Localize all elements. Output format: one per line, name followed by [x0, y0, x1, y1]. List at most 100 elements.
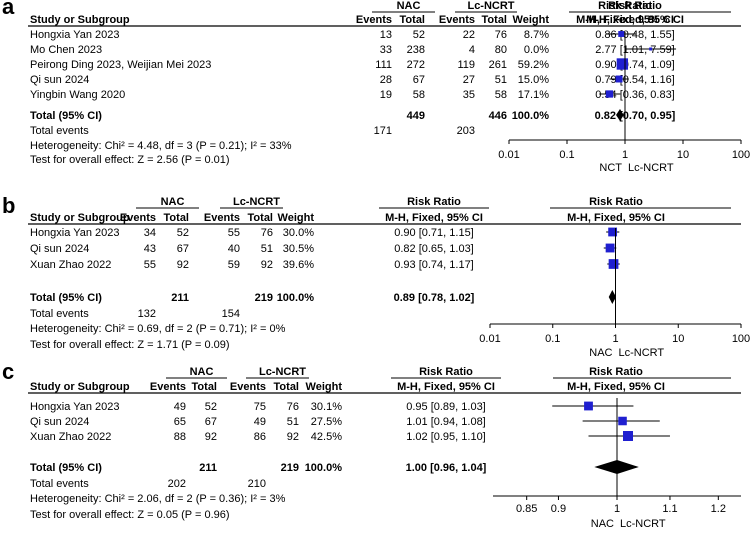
study-ci-text: 1.02 [0.95, 1.10] [406, 431, 486, 443]
study-events-ctl: 49 [254, 416, 266, 428]
study-events-ctl: 55 [228, 227, 240, 239]
study-events-ctl: 86 [254, 431, 266, 443]
total-count-ctl: 446 [489, 110, 507, 122]
study-total-exp: 67 [413, 74, 425, 86]
total-weight: 100.0% [512, 110, 550, 122]
study-point-estimate [608, 259, 619, 269]
x-tick-label: 100 [732, 149, 750, 161]
col-header-weight: Weight [306, 381, 343, 393]
x-tick-label: 10 [672, 333, 684, 345]
total-count-ctl: 219 [255, 292, 273, 304]
x-tick-label: 10 [677, 149, 689, 161]
favours-left-label: NAC [591, 518, 614, 530]
study-events-exp: 43 [144, 243, 156, 255]
col-header-total-exp: Total [164, 212, 189, 224]
total-label: Total (95% CI) [30, 462, 102, 474]
heterogeneity-text: Heterogeneity: Chi² = 4.48, df = 3 (P = … [30, 140, 292, 152]
study-weight: 17.1% [518, 89, 549, 101]
study-name: Qi sun 2024 [30, 416, 89, 428]
col-header-method: M-H, Fixed, 95% CI [385, 212, 483, 224]
group-header-risk-ratio-plot: Risk Ratio [589, 366, 643, 378]
group-header-risk-ratio-plot: Risk Ratio [598, 0, 652, 12]
col-header-events-exp: Events [356, 14, 392, 26]
study-events-exp: 33 [380, 44, 392, 56]
study-total-ctl: 51 [495, 74, 507, 86]
col-header-study: Study or Subgroup [30, 14, 130, 26]
x-tick-label: 1 [614, 503, 620, 515]
x-tick-label: 0.01 [479, 333, 500, 345]
total-label: Total (95% CI) [30, 292, 102, 304]
study-ci-text: 0.82 [0.65, 1.03] [394, 243, 474, 255]
total-events-label: Total events [30, 478, 89, 490]
col-header-weight: Weight [513, 14, 550, 26]
panel-label: a [2, 0, 15, 19]
study-total-ctl: 51 [261, 243, 273, 255]
col-header-method-plot: M-H, Fixed, 95% CI [567, 381, 665, 393]
study-total-ctl: 76 [261, 227, 273, 239]
study-ci-text: 0.95 [0.89, 1.03] [406, 401, 486, 413]
study-name: Hongxia Yan 2023 [30, 401, 120, 413]
study-name: Hongxia Yan 2023 [30, 227, 120, 239]
study-total-exp: 52 [177, 227, 189, 239]
col-header-weight: Weight [278, 212, 315, 224]
study-events-exp: 55 [144, 259, 156, 271]
heterogeneity-text: Heterogeneity: Chi² = 0.69, df = 2 (P = … [30, 323, 286, 335]
total-events-exp: 171 [374, 125, 392, 137]
col-header-study: Study or Subgroup [30, 212, 130, 224]
col-header-total-ctl: Total [482, 14, 507, 26]
col-header-study: Study or Subgroup [30, 381, 130, 393]
study-point-estimate [618, 31, 625, 37]
favours-right-label: Lc-NCRT [620, 518, 666, 530]
favours-left-label: NCT [599, 162, 622, 174]
study-total-exp: 92 [177, 259, 189, 271]
study-name: Qi sun 2024 [30, 74, 89, 86]
x-tick-label: 0.85 [516, 503, 537, 515]
study-events-ctl: 4 [469, 44, 475, 56]
col-header-method: M-H, Fixed, 95% CI [586, 14, 684, 26]
study-ci-text: 0.90 [0.74, 1.09] [595, 59, 675, 71]
total-ci-text: 1.00 [0.96, 1.04] [406, 462, 487, 474]
study-name: Mo Chen 2023 [30, 44, 102, 56]
group-header-experimental: NAC [190, 366, 214, 378]
col-header-total-exp: Total [400, 14, 425, 26]
study-total-ctl: 58 [495, 89, 507, 101]
col-header-method-plot: M-H, Fixed, 95% CI [576, 14, 674, 26]
col-header-method: M-H, Fixed, 95% CI [397, 381, 495, 393]
total-ci-text: 0.89 [0.78, 1.02] [394, 292, 475, 304]
study-events-ctl: 27 [463, 74, 475, 86]
study-weight: 30.0% [283, 227, 314, 239]
study-events-ctl: 75 [254, 401, 266, 413]
total-events-exp: 202 [168, 478, 186, 490]
study-name: Qi sun 2024 [30, 243, 89, 255]
study-weight: 39.6% [283, 259, 314, 271]
study-ci-text: 0.79 [0.54, 1.16] [595, 74, 675, 86]
total-weight: 100.0% [305, 462, 343, 474]
study-total-exp: 272 [407, 59, 425, 71]
study-point-estimate [616, 58, 629, 70]
study-events-ctl: 59 [228, 259, 240, 271]
study-total-exp: 52 [413, 29, 425, 41]
study-weight: 59.2% [518, 59, 549, 71]
forest-panel-c: c NAC Lc-NCRT Risk Ratio Risk Ratio Study or … [2, 359, 741, 530]
x-tick-label: 1 [612, 333, 618, 345]
total-events-ctl: 154 [222, 308, 240, 320]
study-point-estimate [623, 431, 634, 441]
x-tick-label: 1 [622, 149, 628, 161]
x-tick-label: 0.9 [551, 503, 566, 515]
study-point-estimate [608, 227, 618, 237]
study-total-exp: 52 [205, 401, 217, 413]
overall-effect-text: Test for overall effect: Z = 0.05 (P = 0… [30, 509, 230, 521]
favours-right-label: Lc-NCRT [628, 162, 674, 174]
study-total-exp: 58 [413, 89, 425, 101]
total-diamond [616, 109, 624, 121]
group-header-risk-ratio: Risk Ratio [608, 0, 662, 12]
study-weight: 30.1% [311, 401, 342, 413]
study-events-ctl: 35 [463, 89, 475, 101]
study-weight: 0.0% [524, 44, 549, 56]
total-diamond [608, 290, 617, 304]
study-weight: 8.7% [524, 29, 549, 41]
study-total-exp: 92 [205, 431, 217, 443]
study-events-exp: 111 [375, 59, 392, 71]
